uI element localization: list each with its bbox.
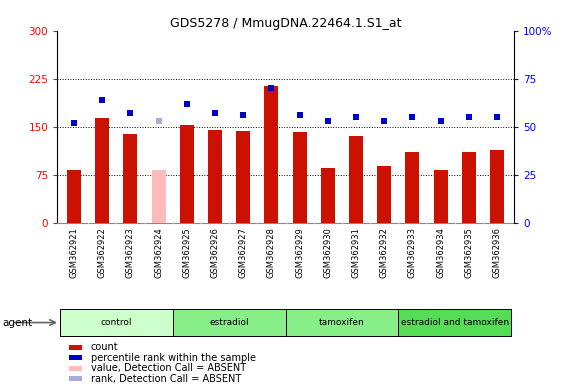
FancyBboxPatch shape [399,309,511,336]
Bar [208,130,222,223]
Bar [123,134,138,223]
Text: GSM362921: GSM362921 [70,227,79,278]
FancyBboxPatch shape [286,309,399,336]
Text: GSM362934: GSM362934 [436,227,445,278]
Text: value, Detection Call = ABSENT: value, Detection Call = ABSENT [91,363,246,373]
Text: rank, Detection Call = ABSENT: rank, Detection Call = ABSENT [91,374,241,384]
Bar [180,126,194,223]
Text: GSM362933: GSM362933 [408,227,417,278]
Text: control: control [100,318,132,327]
FancyBboxPatch shape [60,309,172,336]
Text: percentile rank within the sample: percentile rank within the sample [91,353,256,362]
Text: estradiol and tamoxifen: estradiol and tamoxifen [401,318,509,327]
Bar [69,376,82,381]
Bar [151,170,166,223]
Text: GSM362926: GSM362926 [211,227,219,278]
Bar [490,151,504,223]
Text: GSM362931: GSM362931 [352,227,360,278]
Title: GDS5278 / MmugDNA.22464.1.S1_at: GDS5278 / MmugDNA.22464.1.S1_at [170,17,401,30]
Text: GSM362932: GSM362932 [380,227,389,278]
Bar [292,132,307,223]
Text: GSM362928: GSM362928 [267,227,276,278]
Bar [349,136,363,223]
Text: GSM362925: GSM362925 [182,227,191,278]
Bar [236,131,250,223]
Text: tamoxifen: tamoxifen [319,318,365,327]
Bar [67,170,81,223]
Text: GSM362929: GSM362929 [295,227,304,278]
Bar [69,355,82,360]
FancyBboxPatch shape [172,309,286,336]
Text: GSM362924: GSM362924 [154,227,163,278]
Bar [69,344,82,349]
Bar [264,86,279,223]
Text: GSM362936: GSM362936 [492,227,501,278]
Bar [321,168,335,223]
Bar [69,366,82,371]
Bar [95,118,109,223]
Text: GSM362930: GSM362930 [323,227,332,278]
Text: GSM362935: GSM362935 [464,227,473,278]
Text: agent: agent [3,318,33,328]
Text: count: count [91,342,118,352]
Bar [377,166,391,223]
Text: GSM362923: GSM362923 [126,227,135,278]
Bar [462,152,476,223]
Text: GSM362922: GSM362922 [98,227,107,278]
Bar [433,170,448,223]
Text: GSM362927: GSM362927 [239,227,248,278]
Bar [405,152,420,223]
Text: estradiol: estradiol [210,318,249,327]
